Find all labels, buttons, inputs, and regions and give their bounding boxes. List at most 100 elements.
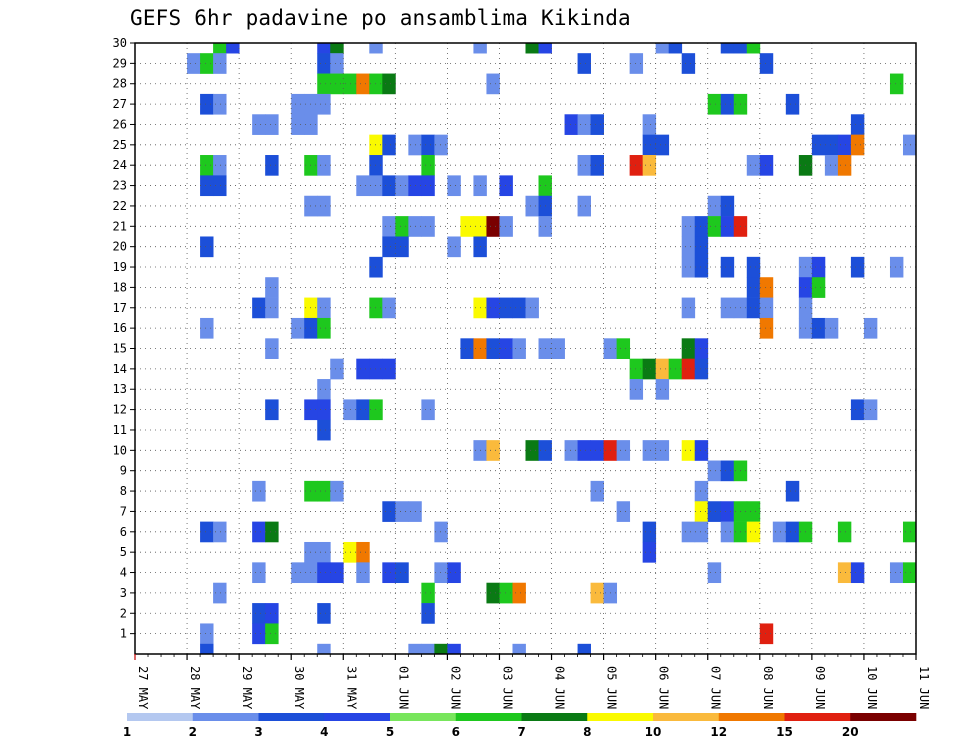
x-tick-label: 05 JUN: [605, 666, 619, 709]
colorbar-swatch: [258, 713, 325, 721]
heatmap-cell: [850, 134, 865, 156]
heatmap-cell: [590, 155, 604, 176]
heatmap-cell: [317, 603, 331, 624]
heatmap-cell: [720, 43, 735, 54]
heatmap-cell: [213, 521, 227, 543]
heatmap-cell: [694, 480, 709, 502]
colorbar-swatch: [653, 713, 720, 721]
heatmap-cell: [577, 440, 591, 461]
y-tick-label: 1: [120, 627, 127, 641]
heatmap-cell: [265, 623, 279, 645]
y-tick-label: 10: [113, 443, 127, 457]
x-tick-label: 27 MAY: [136, 666, 150, 710]
heatmap-cell: [681, 338, 696, 359]
heatmap-cell: [720, 256, 735, 278]
heatmap-cell: [655, 134, 670, 156]
heatmap-cell: [369, 256, 383, 278]
heatmap-cell: [213, 582, 227, 604]
heatmap-cell: [733, 43, 748, 54]
heatmap-cell: [655, 358, 670, 380]
heatmap-cell: [395, 501, 409, 522]
heatmap-cell: [486, 582, 500, 604]
heatmap-cell: [785, 480, 800, 502]
heatmap-cell: [707, 93, 722, 115]
y-tick-label: 25: [113, 138, 127, 152]
heatmap-cell: [382, 358, 396, 380]
y-tick-label: 22: [113, 199, 127, 213]
heatmap-cell: [382, 297, 396, 319]
y-tick-label: 17: [113, 301, 127, 315]
heatmap-cell: [434, 562, 448, 584]
heatmap-cell: [486, 297, 500, 319]
heatmap-cell: [746, 256, 761, 278]
heatmap-cell: [317, 399, 331, 421]
heatmap-cell: [629, 155, 644, 176]
y-tick-label: 6: [120, 525, 127, 539]
heatmap-cell: [720, 93, 735, 115]
heatmap-cell: [356, 541, 370, 563]
heatmap-cell: [447, 236, 461, 258]
heatmap-cell: [408, 643, 422, 655]
heatmap-cell: [668, 43, 683, 54]
heatmap-cell: [681, 440, 696, 461]
heatmap-cell: [200, 155, 214, 176]
heatmap-cell: [317, 297, 331, 319]
x-tick-label: 30 MAY: [292, 666, 306, 710]
y-tick-label: 30: [113, 36, 127, 50]
heatmap-cell: [655, 440, 670, 461]
heatmap-cell: [577, 195, 591, 217]
heatmap-cell: [512, 582, 526, 604]
y-tick-label: 3: [120, 586, 127, 600]
heatmap-cell: [265, 521, 279, 543]
heatmap-cell: [590, 480, 604, 502]
heatmap-cell: [395, 216, 409, 237]
chart-title: GEFS 6hr padavine po ansamblima Kikinda: [130, 6, 631, 30]
colorbar-swatch: [521, 713, 588, 721]
heatmap-cell: [226, 43, 240, 54]
heatmap-cell: [317, 379, 331, 400]
heatmap-cell: [213, 53, 227, 74]
heatmap-cell: [499, 338, 513, 359]
heatmap-cell: [512, 297, 526, 319]
heatmap-cell: [681, 521, 696, 543]
colorbar-swatch: [324, 713, 391, 721]
heatmap-cell: [421, 134, 435, 156]
heatmap-cell: [356, 562, 370, 584]
heatmap-cell: [395, 236, 409, 258]
y-tick-label: 11: [113, 423, 127, 437]
heatmap-cell: [811, 256, 826, 278]
heatmap-cell: [200, 643, 214, 655]
heatmap-cell: [200, 317, 214, 339]
heatmap-cell: [590, 114, 604, 135]
heatmap-cell: [902, 562, 917, 584]
heatmap-cell: [252, 521, 266, 543]
heatmap-cell: [343, 73, 357, 95]
heatmap-cell: [564, 440, 578, 461]
heatmap-cell: [200, 521, 214, 543]
heatmap-cell: [317, 195, 331, 217]
heatmap-cell: [850, 114, 865, 135]
heatmap-cell: [265, 338, 279, 359]
heatmap-cell: [759, 53, 774, 74]
heatmap-cell: [629, 379, 644, 400]
heatmap-cell: [369, 175, 383, 197]
heatmap-cell: [837, 521, 852, 543]
heatmap-cell: [681, 236, 696, 258]
heatmap-cell: [655, 43, 670, 54]
heatmap-cell: [694, 216, 709, 237]
heatmap-cell: [720, 195, 735, 217]
y-tick-label: 12: [113, 403, 127, 417]
heatmap-cell: [785, 93, 800, 115]
heatmap-cell: [538, 43, 552, 54]
heatmap-cell: [889, 256, 904, 278]
heatmap-cell: [512, 338, 526, 359]
heatmap-cell: [317, 155, 331, 176]
heatmap-cell: [252, 562, 266, 584]
heatmap-cell: [499, 175, 513, 197]
heatmap-cell: [252, 603, 266, 624]
heatmap-cell: [421, 216, 435, 237]
heatmap-cell: [317, 562, 331, 584]
heatmap-cells: [187, 43, 917, 655]
x-tick-label: 04 JUN: [553, 666, 567, 709]
heatmap-cell: [330, 562, 344, 584]
